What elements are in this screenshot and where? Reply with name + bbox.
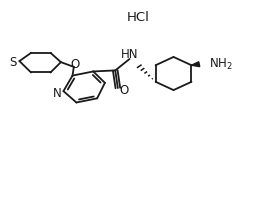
- Text: S: S: [9, 55, 17, 68]
- Text: O: O: [119, 83, 128, 96]
- Text: N: N: [53, 86, 62, 99]
- Text: HCl: HCl: [127, 11, 150, 24]
- Polygon shape: [191, 62, 200, 67]
- Text: O: O: [70, 57, 80, 70]
- Text: HN: HN: [121, 48, 139, 61]
- Text: NH$_2$: NH$_2$: [209, 56, 233, 71]
